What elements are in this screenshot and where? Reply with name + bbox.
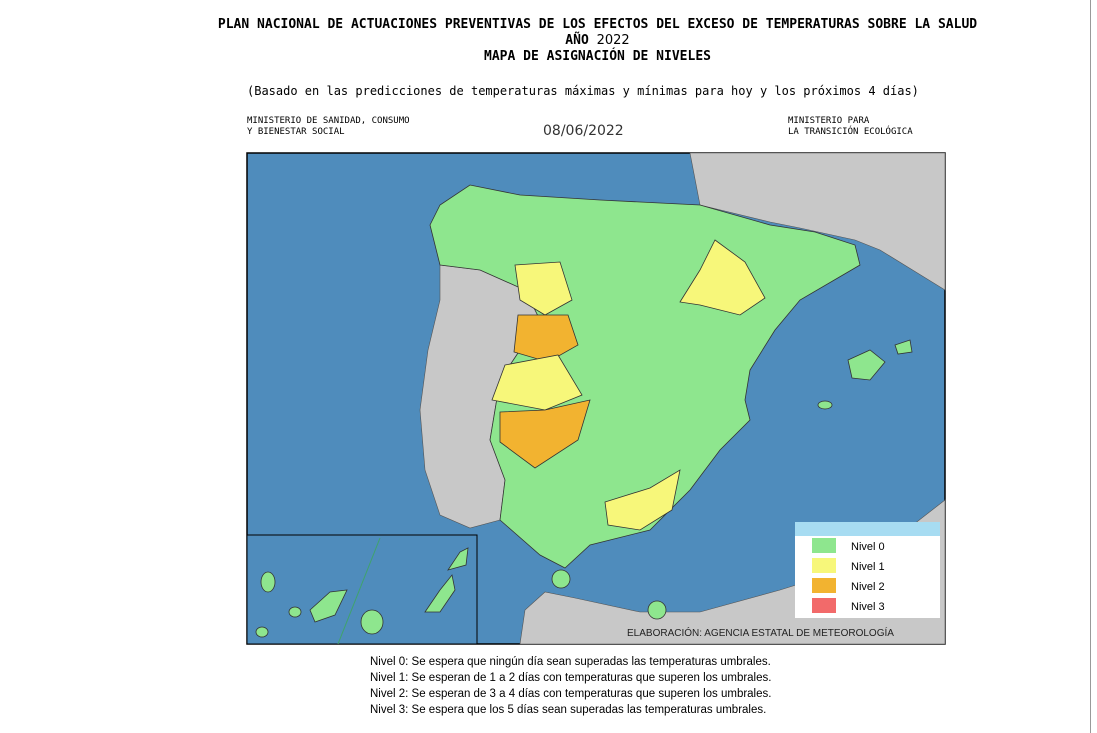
region	[514, 261, 573, 316]
ministry-right: MINISTERIO PARA LA TRANSICIÓN ECOLÓGICA	[788, 116, 913, 138]
year-label: AÑO	[565, 33, 589, 48]
legend-label: Nivel 2	[851, 581, 885, 593]
note: (Basado en las predicciones de temperatu…	[247, 84, 919, 98]
description: Nivel 1: Se esperan de 1 a 2 días con te…	[370, 672, 772, 684]
ministry-left: MINISTERIO DE SANIDAD, CONSUMO Y BIENEST…	[247, 116, 410, 138]
legend-label: Nivel 1	[851, 561, 885, 573]
legend-swatch	[812, 578, 836, 593]
ministry-left-line: Y BIENESTAR SOCIAL	[247, 127, 345, 137]
legend: Nivel 0 Nivel 1 Nivel 2 Nivel 3	[812, 538, 885, 613]
ministry-right-line: MINISTERIO PARA	[788, 116, 870, 126]
island	[360, 609, 384, 635]
region	[491, 354, 583, 411]
edge-line	[1090, 0, 1091, 733]
france	[689, 152, 946, 291]
ministry-right-line: LA TRANSICIÓN ECOLÓGICA	[788, 127, 913, 137]
island	[894, 339, 913, 355]
description: Nivel 3: Se espera que los 5 días sean s…	[370, 704, 767, 716]
year: 2022	[596, 33, 630, 48]
region	[679, 239, 766, 316]
credit: ELABORACIÓN: AGENCIA ESTATAL DE METEOROL…	[627, 626, 894, 639]
year-line: AÑO 2022	[0, 33, 1097, 48]
melilla	[647, 600, 667, 620]
description: Nivel 2: Se esperan de 3 a 4 días con te…	[370, 688, 772, 700]
ministry-left-line: MINISTERIO DE SANIDAD, CONSUMO	[247, 116, 410, 126]
region	[604, 469, 681, 531]
island	[847, 349, 886, 381]
legend-label: Nivel 3	[851, 601, 885, 613]
description: Nivel 0: Se espera que ningún día sean s…	[370, 656, 771, 668]
title: PLAN NACIONAL DE ACTUACIONES PREVENTIVAS…	[217, 17, 978, 32]
island	[309, 589, 348, 623]
island	[288, 606, 302, 618]
inset-line	[337, 537, 381, 645]
island	[817, 400, 833, 410]
date: 08/06/2022	[543, 123, 624, 139]
legend-label: Nivel 0	[851, 541, 885, 553]
legend-swatch	[812, 558, 836, 573]
subtitle: MAPA DE ASIGNACIÓN DE NIVELES	[484, 49, 711, 64]
region	[499, 399, 591, 469]
island	[255, 626, 269, 638]
legend-swatch	[812, 598, 836, 613]
legend-swatch	[812, 538, 836, 553]
ceuta	[551, 569, 571, 589]
island	[424, 574, 456, 613]
island	[447, 547, 469, 571]
region	[513, 314, 579, 363]
island	[260, 571, 276, 593]
legend-top	[795, 522, 940, 536]
